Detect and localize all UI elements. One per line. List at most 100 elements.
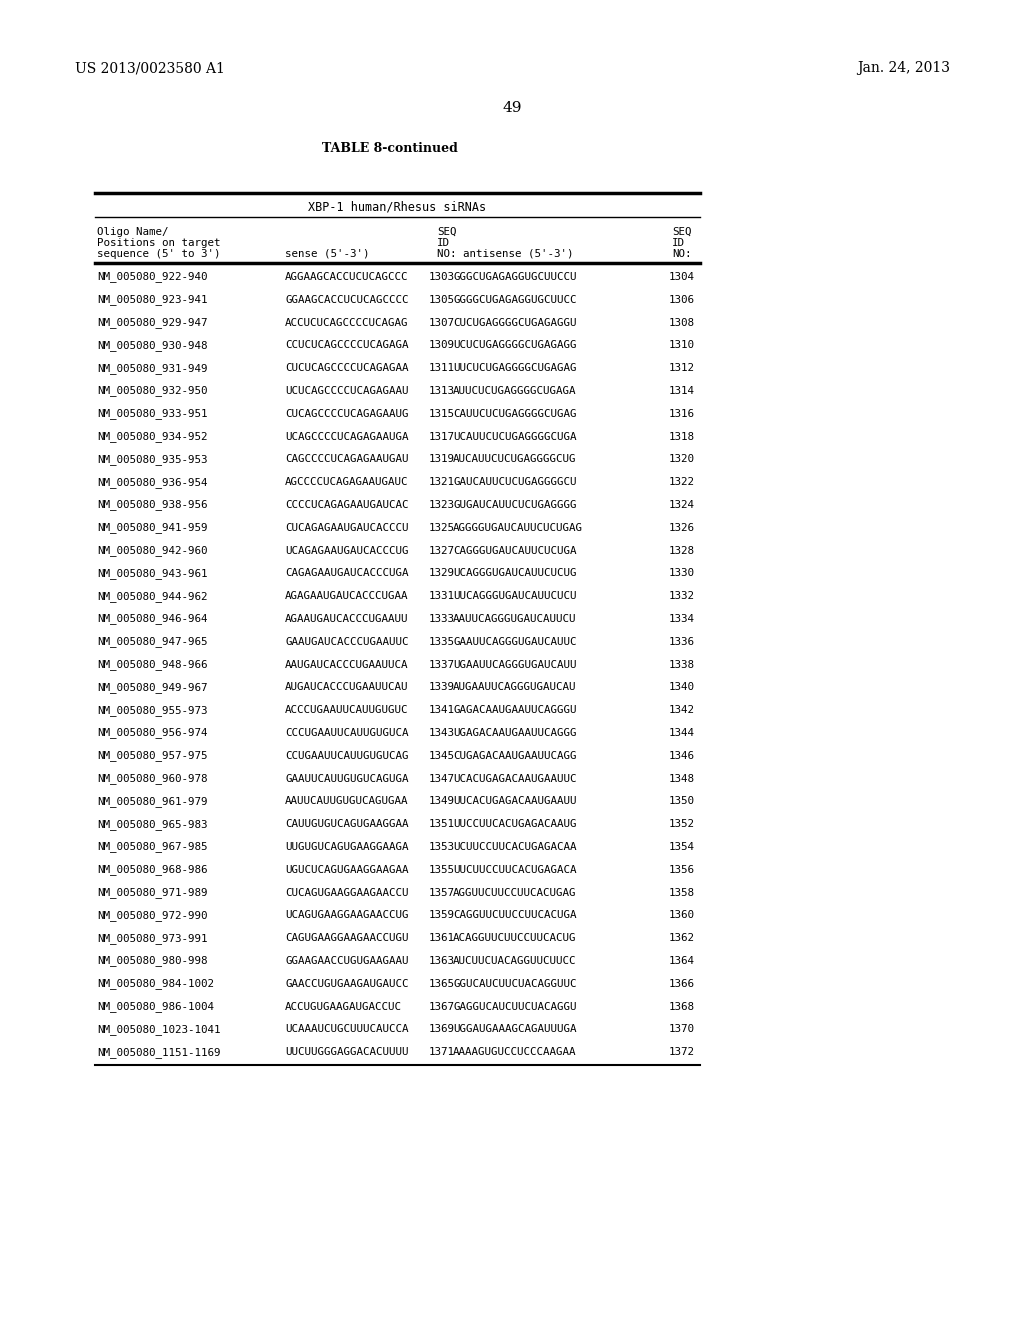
Text: 1335: 1335 <box>429 636 455 647</box>
Text: Jan. 24, 2013: Jan. 24, 2013 <box>857 61 950 75</box>
Text: CCCCUCAGAGAAUGAUCAC: CCCCUCAGAGAAUGAUCAC <box>285 500 409 510</box>
Text: CUCUGAGGGGCUGAGAGGU: CUCUGAGGGGCUGAGAGGU <box>453 318 577 327</box>
Text: 1316: 1316 <box>669 409 695 418</box>
Text: sequence (5' to 3'): sequence (5' to 3') <box>97 249 220 259</box>
Text: NM_005080_935-953: NM_005080_935-953 <box>97 454 208 465</box>
Text: UGAAUUCAGGGUGAUCAUU: UGAAUUCAGGGUGAUCAUU <box>453 660 577 669</box>
Text: NM_005080_980-998: NM_005080_980-998 <box>97 956 208 966</box>
Text: AAUGAUCACCCUGAAUUCA: AAUGAUCACCCUGAAUUCA <box>285 660 409 669</box>
Text: 1342: 1342 <box>669 705 695 715</box>
Text: 1362: 1362 <box>669 933 695 944</box>
Text: NM_005080_973-991: NM_005080_973-991 <box>97 933 208 944</box>
Text: ID: ID <box>672 238 685 248</box>
Text: CAUUGUGUCAGUGAAGGAA: CAUUGUGUCAGUGAAGGAA <box>285 820 409 829</box>
Text: 1312: 1312 <box>669 363 695 374</box>
Text: GGGCUGAGAGGUGCUUCCU: GGGCUGAGAGGUGCUUCCU <box>453 272 577 282</box>
Text: NM_005080_968-986: NM_005080_968-986 <box>97 865 208 875</box>
Text: GUGAUCAUUCUCUGAGGGG: GUGAUCAUUCUCUGAGGGG <box>453 500 577 510</box>
Text: SEQ: SEQ <box>437 227 457 238</box>
Text: ID: ID <box>437 238 450 248</box>
Text: 1340: 1340 <box>669 682 695 693</box>
Text: UUCACUGAGACAAUGAAUU: UUCACUGAGACAAUGAAUU <box>453 796 577 807</box>
Text: 1357: 1357 <box>429 887 455 898</box>
Text: NM_005080_944-962: NM_005080_944-962 <box>97 591 208 602</box>
Text: GAAUUCAGGGUGAUCAUUC: GAAUUCAGGGUGAUCAUUC <box>453 636 577 647</box>
Text: CUCUCAGCCCCUCAGAGAA: CUCUCAGCCCCUCAGAGAA <box>285 363 409 374</box>
Text: 1358: 1358 <box>669 887 695 898</box>
Text: NM_005080_965-983: NM_005080_965-983 <box>97 818 208 830</box>
Text: CAUUCUCUGAGGGGCUGAG: CAUUCUCUGAGGGGCUGAG <box>453 409 577 418</box>
Text: 1369: 1369 <box>429 1024 455 1035</box>
Text: AUCAUUCUCUGAGGGGCUG: AUCAUUCUCUGAGGGGCUG <box>453 454 577 465</box>
Text: AGGGGUGAUCAUUCUCUGAG: AGGGGUGAUCAUUCUCUGAG <box>453 523 583 533</box>
Text: AGCCCCUCAGAGAAUGAUC: AGCCCCUCAGAGAAUGAUC <box>285 478 409 487</box>
Text: 1370: 1370 <box>669 1024 695 1035</box>
Text: 1319: 1319 <box>429 454 455 465</box>
Text: NM_005080_941-959: NM_005080_941-959 <box>97 523 208 533</box>
Text: 1365: 1365 <box>429 979 455 989</box>
Text: NM_005080_930-948: NM_005080_930-948 <box>97 341 208 351</box>
Text: UCAGCCCCUCAGAGAAUGA: UCAGCCCCUCAGAGAAUGA <box>285 432 409 442</box>
Text: UUCUUCCUUCACUGAGACA: UUCUUCCUUCACUGAGACA <box>453 865 577 875</box>
Text: UCUCUGAGGGGCUGAGAGG: UCUCUGAGGGGCUGAGAGG <box>453 341 577 350</box>
Text: XBP-1 human/Rhesus siRNAs: XBP-1 human/Rhesus siRNAs <box>308 201 486 214</box>
Text: 1325: 1325 <box>429 523 455 533</box>
Text: NM_005080_957-975: NM_005080_957-975 <box>97 750 208 762</box>
Text: AGAGAAUGAUCACCCUGAA: AGAGAAUGAUCACCCUGAA <box>285 591 409 601</box>
Text: NM_005080_931-949: NM_005080_931-949 <box>97 363 208 374</box>
Text: UCUUCCUUCACUGAGACAA: UCUUCCUUCACUGAGACAA <box>453 842 577 851</box>
Text: GAGGUCAUCUUCUACAGGU: GAGGUCAUCUUCUACAGGU <box>453 1002 577 1011</box>
Text: UUCAGGGUGAUCAUUCUCU: UUCAGGGUGAUCAUUCUCU <box>453 591 577 601</box>
Text: AUUCUCUGAGGGGCUGAGA: AUUCUCUGAGGGGCUGAGA <box>453 385 577 396</box>
Text: AAAAGUGUCCUCCCAAGAA: AAAAGUGUCCUCCCAAGAA <box>453 1047 577 1057</box>
Text: 1303: 1303 <box>429 272 455 282</box>
Text: GGAAGAACCUGUGAAGAAU: GGAAGAACCUGUGAAGAAU <box>285 956 409 966</box>
Text: NM_005080_942-960: NM_005080_942-960 <box>97 545 208 556</box>
Text: GAGACAAUGAAUUCAGGGU: GAGACAAUGAAUUCAGGGU <box>453 705 577 715</box>
Text: 1313: 1313 <box>429 385 455 396</box>
Text: NM_005080_967-985: NM_005080_967-985 <box>97 842 208 853</box>
Text: NM_005080_947-965: NM_005080_947-965 <box>97 636 208 647</box>
Text: UCUCAGCCCCUCAGAGAAU: UCUCAGCCCCUCAGAGAAU <box>285 385 409 396</box>
Text: GAAUGAUCACCCUGAAUUC: GAAUGAUCACCCUGAAUUC <box>285 636 409 647</box>
Text: AUGAAUUCAGGGUGAUCAU: AUGAAUUCAGGGUGAUCAU <box>453 682 577 693</box>
Text: 1318: 1318 <box>669 432 695 442</box>
Text: NM_005080_932-950: NM_005080_932-950 <box>97 385 208 396</box>
Text: UGGAUGAAAGCAGAUUUGA: UGGAUGAAAGCAGAUUUGA <box>453 1024 577 1035</box>
Text: NM_005080_922-940: NM_005080_922-940 <box>97 272 208 282</box>
Text: 1329: 1329 <box>429 569 455 578</box>
Text: NM_005080_956-974: NM_005080_956-974 <box>97 727 208 738</box>
Text: NM_005080_934-952: NM_005080_934-952 <box>97 432 208 442</box>
Text: AAUUCAUUGUGUCAGUGAA: AAUUCAUUGUGUCAGUGAA <box>285 796 409 807</box>
Text: AGGUUCUUCCUUCACUGAG: AGGUUCUUCCUUCACUGAG <box>453 887 577 898</box>
Text: 1366: 1366 <box>669 979 695 989</box>
Text: 1354: 1354 <box>669 842 695 851</box>
Text: GGUCAUCUUCUACAGGUUC: GGUCAUCUUCUACAGGUUC <box>453 979 577 989</box>
Text: 1332: 1332 <box>669 591 695 601</box>
Text: NM_005080_961-979: NM_005080_961-979 <box>97 796 208 807</box>
Text: 1327: 1327 <box>429 545 455 556</box>
Text: NO: antisense (5'-3'): NO: antisense (5'-3') <box>437 249 573 259</box>
Text: UCAAAUCUGCUUUCAUCCA: UCAAAUCUGCUUUCAUCCA <box>285 1024 409 1035</box>
Text: TABLE 8-continued: TABLE 8-continued <box>323 141 458 154</box>
Text: 1321: 1321 <box>429 478 455 487</box>
Text: NM_005080_986-1004: NM_005080_986-1004 <box>97 1001 214 1012</box>
Text: 1306: 1306 <box>669 294 695 305</box>
Text: GAUCAUUCUCUGAGGGGCU: GAUCAUUCUCUGAGGGGCU <box>453 478 577 487</box>
Text: 1368: 1368 <box>669 1002 695 1011</box>
Text: NM_005080_1023-1041: NM_005080_1023-1041 <box>97 1024 220 1035</box>
Text: ACAGGUUCUUCCUUCACUG: ACAGGUUCUUCCUUCACUG <box>453 933 577 944</box>
Text: GGGGCUGAGAGGUGCUUCC: GGGGCUGAGAGGUGCUUCC <box>453 294 577 305</box>
Text: NM_005080_933-951: NM_005080_933-951 <box>97 408 208 420</box>
Text: US 2013/0023580 A1: US 2013/0023580 A1 <box>75 61 225 75</box>
Text: AGAAUGAUCACCCUGAAUU: AGAAUGAUCACCCUGAAUU <box>285 614 409 624</box>
Text: 1322: 1322 <box>669 478 695 487</box>
Text: 1328: 1328 <box>669 545 695 556</box>
Text: NM_005080_923-941: NM_005080_923-941 <box>97 294 208 305</box>
Text: 1364: 1364 <box>669 956 695 966</box>
Text: UCACUGAGACAAUGAAUUC: UCACUGAGACAAUGAAUUC <box>453 774 577 784</box>
Text: CAGGGUGAUCAUUCUCUGA: CAGGGUGAUCAUUCUCUGA <box>453 545 577 556</box>
Text: 1360: 1360 <box>669 911 695 920</box>
Text: UUCCUUCACUGAGACAAUG: UUCCUUCACUGAGACAAUG <box>453 820 577 829</box>
Text: CUCAGUGAAGGAAGAACCU: CUCAGUGAAGGAAGAACCU <box>285 887 409 898</box>
